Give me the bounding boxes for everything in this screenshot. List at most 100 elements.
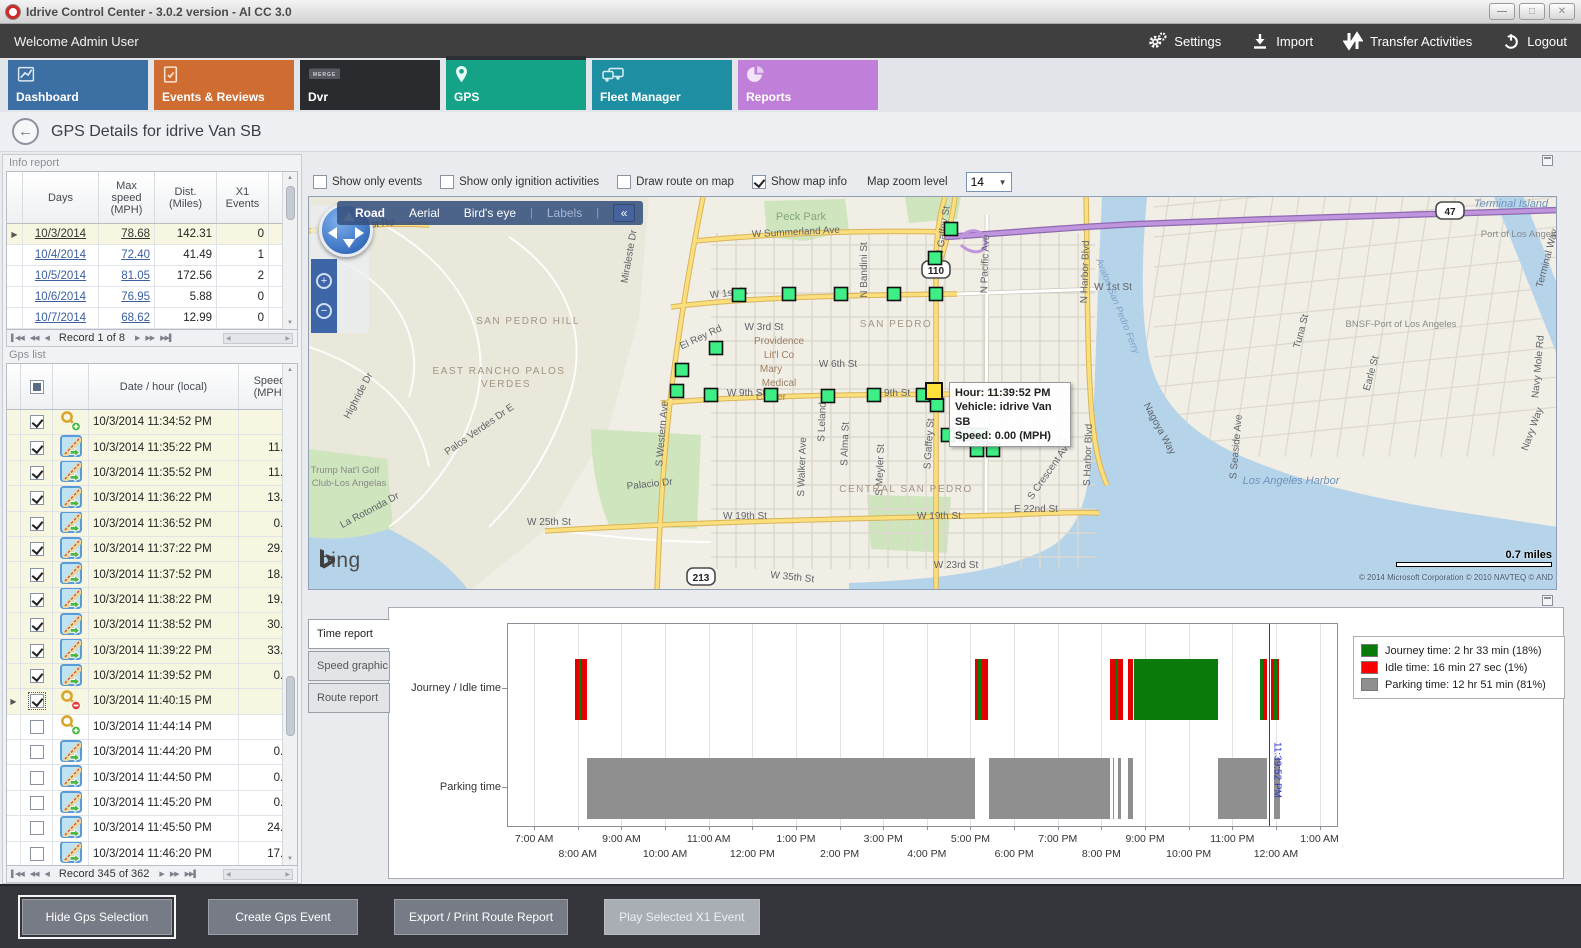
gps-row-checkbox[interactable] bbox=[27, 692, 46, 711]
gps-list-row[interactable]: 10/3/2014 11:46:20 PM17.93 bbox=[7, 841, 297, 865]
selected-gps-marker[interactable] bbox=[925, 382, 943, 400]
day-link[interactable]: 10/3/2014 bbox=[34, 228, 87, 240]
tab-reports[interactable]: Reports bbox=[738, 60, 878, 110]
max-speed-link[interactable]: 68.62 bbox=[121, 312, 150, 324]
gps-list-row[interactable]: 10/3/2014 11:45:50 PM24.75 bbox=[7, 816, 297, 842]
create-gps-event-button[interactable]: Create Gps Event bbox=[208, 899, 358, 935]
day-link[interactable]: 10/7/2014 bbox=[34, 312, 87, 324]
gps-row-checkbox[interactable] bbox=[29, 415, 44, 430]
map-option-show-only-ignition-activities[interactable]: Show only ignition activities bbox=[440, 175, 599, 189]
gps-pager-last-button[interactable]: ▶▶▌ bbox=[184, 871, 199, 878]
hide-gps-selection-button[interactable]: Hide Gps Selection bbox=[22, 899, 172, 935]
gps-marker[interactable] bbox=[833, 286, 849, 302]
gps-marker[interactable] bbox=[669, 383, 685, 399]
gps-pager-hscrollbar[interactable]: ◀ ▶ bbox=[223, 868, 293, 880]
map-zoom-out-button[interactable]: − bbox=[316, 303, 332, 319]
gps-row-checkbox[interactable] bbox=[29, 846, 44, 861]
report-tab-route-report[interactable]: Route report bbox=[308, 683, 390, 713]
gps-marker[interactable] bbox=[674, 362, 690, 378]
gps-marker[interactable] bbox=[943, 221, 959, 237]
gps-pager-next-page-button[interactable]: ▶▶ bbox=[169, 871, 180, 878]
map-toolbar-collapse-button[interactable]: « bbox=[613, 204, 636, 222]
checkbox-icon[interactable] bbox=[751, 175, 766, 189]
gps-row-checkbox[interactable] bbox=[29, 796, 44, 811]
gps-row-checkbox[interactable] bbox=[29, 491, 44, 506]
info-table-row[interactable]: 10/6/2014 76.95 5.88 0 bbox=[7, 287, 297, 308]
map-mode-bird-s-eye[interactable]: Bird's eye bbox=[463, 206, 516, 220]
gps-row-checkbox[interactable] bbox=[29, 465, 44, 480]
gps-row-checkbox[interactable] bbox=[29, 567, 44, 582]
minimize-button[interactable]: — bbox=[1489, 3, 1515, 20]
gps-pager-next-button[interactable]: ▶ bbox=[159, 871, 164, 878]
back-button[interactable]: ← bbox=[12, 118, 39, 145]
top-action-import[interactable]: Import bbox=[1251, 32, 1313, 50]
gps-row-checkbox[interactable] bbox=[29, 719, 44, 734]
gps-marker[interactable] bbox=[703, 387, 719, 403]
gps-list-row[interactable]: 10/3/2014 11:44:50 PM0.00 bbox=[7, 765, 297, 791]
column-header[interactable]: Speed (MPH) bbox=[239, 364, 297, 409]
gps-marker[interactable] bbox=[820, 388, 836, 404]
maximize-button[interactable]: □ bbox=[1519, 3, 1545, 20]
map-zoom-in-button[interactable]: + bbox=[316, 273, 332, 289]
pan-down-arrow-icon[interactable] bbox=[343, 239, 355, 248]
gps-marker[interactable] bbox=[929, 397, 945, 413]
export-print-route-report-button[interactable]: Export / Print Route Report bbox=[394, 899, 569, 935]
top-action-settings[interactable]: Settings bbox=[1147, 32, 1221, 50]
tab-fleet-manager[interactable]: Fleet Manager bbox=[592, 60, 732, 110]
gps-row-checkbox[interactable] bbox=[29, 592, 44, 607]
gps-row-checkbox[interactable] bbox=[29, 440, 44, 455]
info-pager-next-page-button[interactable]: ▶▶ bbox=[145, 335, 155, 342]
max-speed-link[interactable]: 72.40 bbox=[121, 249, 150, 261]
info-table-row[interactable]: ▶ 10/3/2014 78.68 142.31 0 bbox=[7, 224, 297, 245]
gps-row-checkbox[interactable] bbox=[29, 618, 44, 633]
gps-marker[interactable] bbox=[763, 387, 779, 403]
column-header[interactable]: Date / hour (local) bbox=[89, 364, 239, 409]
pan-left-arrow-icon[interactable] bbox=[328, 227, 337, 239]
gps-list-row[interactable]: 10/3/2014 11:37:52 PM18.63 bbox=[7, 562, 297, 588]
column-header[interactable]: Days bbox=[23, 172, 99, 223]
gps-row-checkbox[interactable] bbox=[29, 516, 44, 531]
info-pager-next-button[interactable]: ▶ bbox=[134, 335, 140, 342]
gps-marker[interactable] bbox=[927, 250, 943, 266]
map-mode-labels[interactable]: Labels bbox=[546, 206, 583, 220]
map-option-show-only-events[interactable]: Show only events bbox=[313, 175, 422, 189]
day-link[interactable]: 10/4/2014 bbox=[34, 249, 87, 261]
gps-list-row[interactable]: 10/3/2014 11:44:20 PM0.00 bbox=[7, 740, 297, 766]
chart-panel-maximize-button[interactable] bbox=[1542, 595, 1553, 606]
gps-list-row[interactable]: 10/3/2014 11:39:52 PM0.00 bbox=[7, 663, 297, 690]
gps-list-row[interactable]: 10/3/2014 11:34:52 PM bbox=[7, 410, 297, 436]
max-speed-link[interactable]: 78.68 bbox=[121, 228, 150, 240]
info-table-row[interactable]: 10/4/2014 72.40 41.49 1 bbox=[7, 245, 297, 266]
play-selected-x1-event-button[interactable]: Play Selected X1 Event bbox=[604, 899, 760, 935]
gps-marker[interactable] bbox=[866, 387, 882, 403]
gps-row-checkbox[interactable] bbox=[29, 669, 44, 684]
gps-table-scrollbar[interactable]: ▲ ▼ bbox=[282, 364, 297, 865]
gps-row-checkbox[interactable] bbox=[29, 542, 44, 557]
gps-list-row[interactable]: 10/3/2014 11:36:22 PM13.28 bbox=[7, 486, 297, 512]
gps-list-row[interactable]: 10/3/2014 11:38:52 PM30.55 bbox=[7, 613, 297, 639]
checkbox-icon[interactable] bbox=[440, 175, 455, 189]
gps-row-checkbox[interactable] bbox=[29, 643, 44, 658]
map-mode-aerial[interactable]: Aerial bbox=[409, 206, 440, 220]
gps-list-row[interactable]: 10/3/2014 11:36:52 PM0.00 bbox=[7, 511, 297, 537]
gps-list-row[interactable]: 10/3/2014 11:39:22 PM33.21 bbox=[7, 638, 297, 664]
select-all-checkbox[interactable] bbox=[29, 379, 44, 394]
column-header[interactable]: Dist. (Miles) bbox=[155, 172, 217, 223]
map-option-show-map-info[interactable]: Show map info bbox=[751, 175, 847, 189]
gps-marker[interactable] bbox=[708, 340, 724, 356]
gps-row-checkbox[interactable] bbox=[29, 770, 44, 785]
gps-list-row[interactable]: 10/3/2014 11:44:14 PM bbox=[7, 714, 297, 741]
gps-pager-prev-button[interactable]: ◀ bbox=[44, 871, 50, 878]
info-pager-last-button[interactable]: ▶▶▌ bbox=[160, 335, 174, 342]
top-action-logout[interactable]: Logout bbox=[1502, 32, 1567, 50]
gps-pager-prev-page-button[interactable]: ◀◀ bbox=[29, 871, 40, 878]
gps-marker[interactable] bbox=[731, 287, 747, 303]
report-tab-speed-graphic[interactable]: Speed graphic bbox=[308, 651, 390, 681]
info-pager-first-button[interactable]: ▌◀◀ bbox=[11, 335, 25, 342]
map-zoom-level-select[interactable]: 14 ▼ bbox=[965, 172, 1012, 192]
gps-marker[interactable] bbox=[886, 286, 902, 302]
gps-pager-first-button[interactable]: ▌◀◀ bbox=[11, 871, 25, 878]
info-pager-prev-button[interactable]: ◀ bbox=[44, 335, 50, 342]
